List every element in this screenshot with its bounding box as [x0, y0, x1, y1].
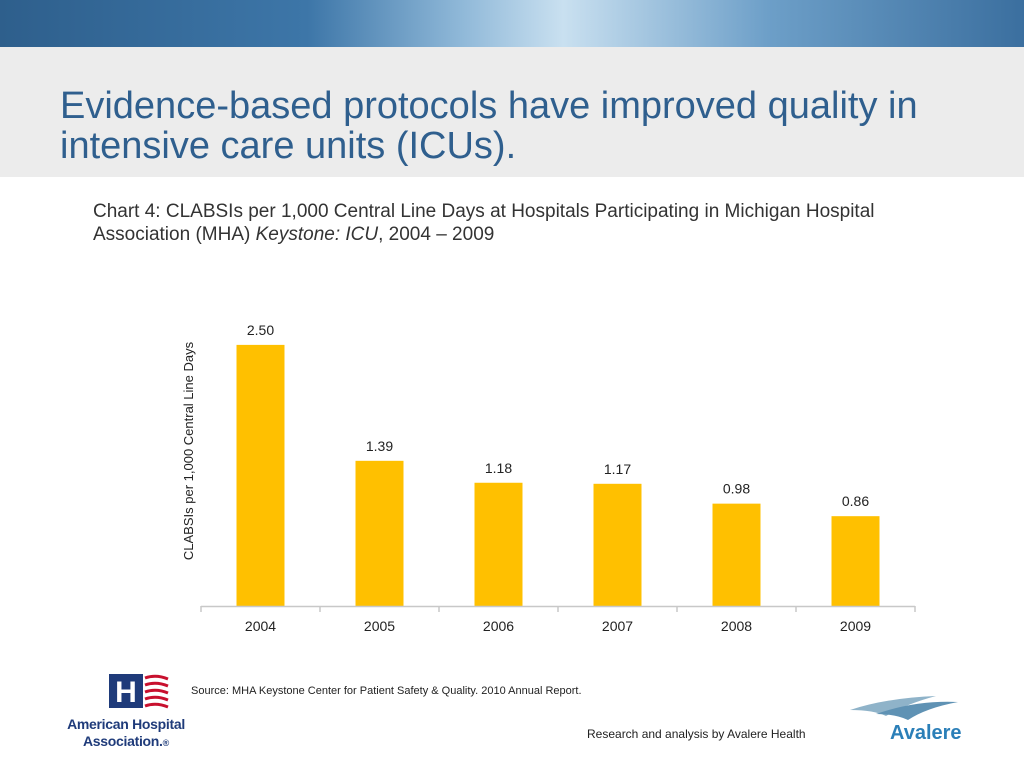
bar-2007	[593, 483, 642, 606]
bar-2006	[474, 482, 523, 606]
bar-2005	[355, 460, 404, 606]
top-banner	[0, 0, 1024, 47]
y-axis-label: CLABSIs per 1,000 Central Line Days	[181, 341, 196, 560]
subtitle-suffix: , 2004 – 2009	[378, 224, 495, 245]
x-tick-label-2009: 2009	[840, 618, 871, 634]
chart-subtitle: Chart 4: CLABSIs per 1,000 Central Line …	[93, 200, 973, 246]
avalere-logo: Avalere	[846, 690, 966, 750]
slide-title: Evidence-based protocols have improved q…	[60, 85, 918, 167]
bar-2004	[236, 344, 285, 606]
data-label-2006: 1.18	[485, 460, 512, 476]
source-note: Source: MHA Keystone Center for Patient …	[191, 685, 582, 697]
data-label-2009: 0.86	[842, 493, 869, 509]
aha-name-line1: American Hospital	[67, 716, 185, 732]
x-tick-label-2006: 2006	[483, 618, 514, 634]
aha-registered-mark: ®	[162, 738, 170, 748]
aha-logo: H American Hospital Association.®	[56, 670, 196, 750]
bars-group	[236, 344, 880, 606]
subtitle-program: Keystone: ICU	[255, 224, 379, 245]
aha-flag-icon: H	[109, 674, 169, 709]
subtitle-prefix: Chart 4: CLABSIs per 1,000 Central Line …	[93, 201, 875, 245]
title-band	[0, 47, 1024, 177]
data-label-2008: 0.98	[723, 481, 750, 497]
data-label-2005: 1.39	[366, 438, 393, 454]
x-tick-label-2004: 2004	[245, 618, 276, 634]
x-axis-labels: 2004 2005 2006 2007 2008 2009	[245, 618, 871, 634]
aha-letter: H	[115, 676, 137, 709]
credit-note: Research and analysis by Avalere Health	[587, 727, 806, 741]
x-tick-label-2008: 2008	[721, 618, 752, 634]
bar-2008	[712, 503, 761, 606]
x-tick-label-2007: 2007	[602, 618, 633, 634]
x-axis-ticks	[200, 606, 916, 612]
bar-2009	[831, 516, 880, 606]
value-labels-group: 2.50 1.39 1.18 1.17 0.98 0.86	[247, 322, 869, 509]
x-tick-label-2005: 2005	[364, 618, 395, 634]
aha-name-line2: Association.®	[56, 733, 196, 749]
avalere-wing-icon	[850, 696, 958, 720]
avalere-wordmark: Avalere	[890, 722, 962, 744]
aha-name-line2-text: Association.	[83, 733, 163, 749]
data-label-2007: 1.17	[604, 461, 631, 477]
data-label-2004: 2.50	[247, 322, 274, 338]
